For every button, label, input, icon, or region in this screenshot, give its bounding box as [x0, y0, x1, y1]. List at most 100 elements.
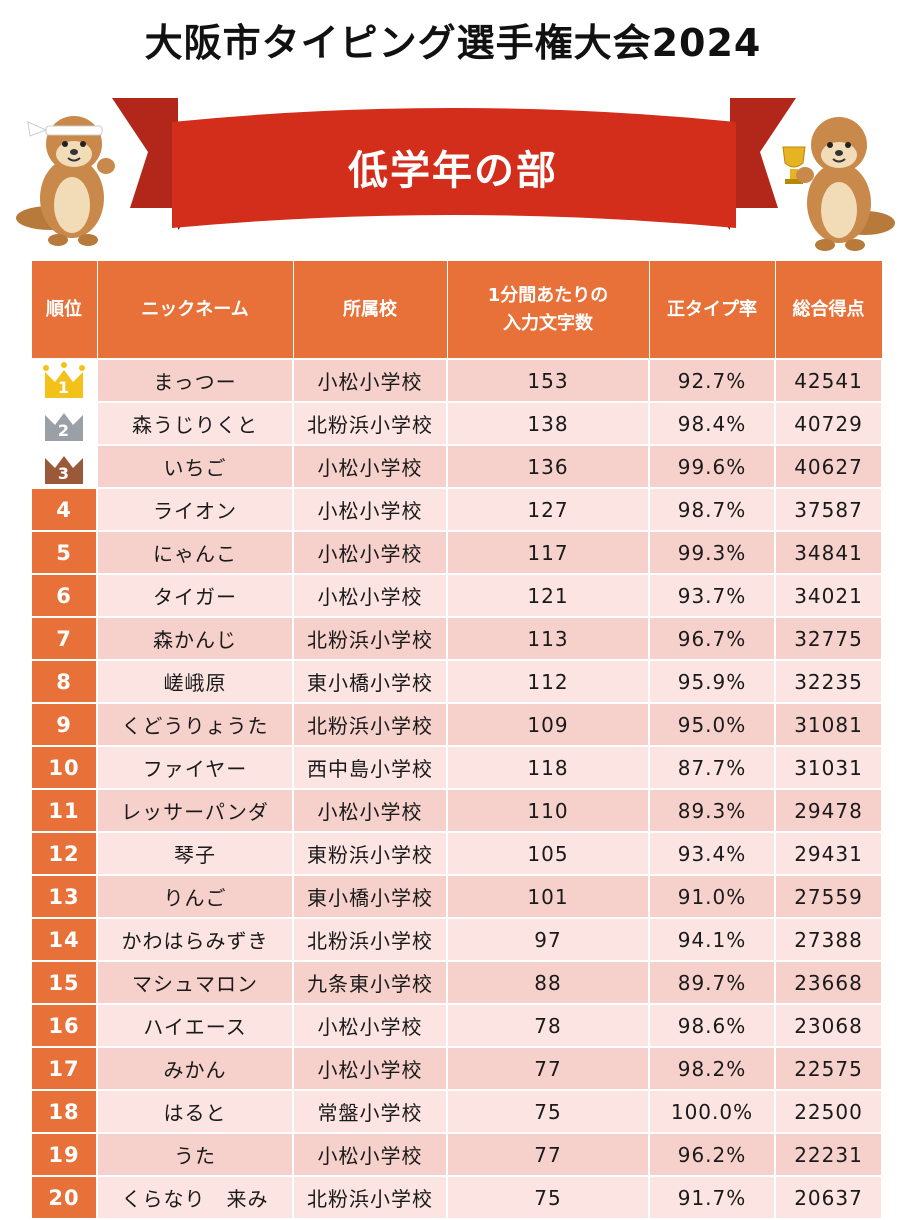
table-row: 1 まっつー 小松小学校 153 92.7% 42541 [30, 358, 883, 403]
school-cell: 小松小学校 [292, 487, 448, 532]
total-score-cell: 34841 [774, 530, 883, 575]
school-cell: 小松小学校 [292, 573, 448, 618]
division-title: 低学年の部 [348, 148, 558, 194]
school-cell: 小松小学校 [292, 1132, 448, 1177]
school-cell: 北粉浜小学校 [292, 702, 448, 747]
accuracy-cell: 99.6% [648, 444, 776, 489]
table-row: 20 くらなり 来み 北粉浜小学校 75 91.7% 20637 [30, 1175, 883, 1220]
accuracy-cell: 96.2% [648, 1132, 776, 1177]
table-row: 4 ライオン 小松小学校 127 98.7% 37587 [30, 487, 883, 532]
school-cell: 小松小学校 [292, 788, 448, 833]
total-score-cell: 34021 [774, 573, 883, 618]
table-row: 13 りんご 東小橋小学校 101 91.0% 27559 [30, 874, 883, 919]
accuracy-cell: 91.0% [648, 874, 776, 919]
school-cell: 北粉浜小学校 [292, 616, 448, 661]
accuracy-cell: 98.4% [648, 401, 776, 446]
school-cell: 小松小学校 [292, 1046, 448, 1091]
school-cell: 小松小学校 [292, 530, 448, 575]
rank-number: 3 [58, 464, 70, 483]
total-score-cell: 40729 [774, 401, 883, 446]
column-header-nickname: ニックネーム [96, 260, 294, 360]
chars-per-minute-cell: 118 [446, 745, 650, 790]
rank-cell: 5 [30, 530, 98, 575]
chars-per-minute-cell: 110 [446, 788, 650, 833]
chars-per-minute-cell: 105 [446, 831, 650, 876]
rank-cell: 18 [30, 1089, 98, 1134]
total-score-cell: 40627 [774, 444, 883, 489]
rank-cell: 8 [30, 659, 98, 704]
accuracy-cell: 98.7% [648, 487, 776, 532]
rank-number: 2 [58, 421, 70, 440]
accuracy-cell: 93.4% [648, 831, 776, 876]
rank-cell: 1 [30, 358, 98, 403]
accuracy-cell: 95.0% [648, 702, 776, 747]
chars-per-minute-cell: 77 [446, 1132, 650, 1177]
chars-per-minute-cell: 127 [446, 487, 650, 532]
chars-per-minute-cell: 117 [446, 530, 650, 575]
nickname-cell: 森かんじ [96, 616, 294, 661]
column-header-school: 所属校 [292, 260, 448, 360]
nickname-cell: りんご [96, 874, 294, 919]
ranking-table: 順位 ニックネーム 所属校 1分間あたりの 入力文字数 正タイプ率 総合得点 1… [30, 260, 883, 1220]
rank-cell: 9 [30, 702, 98, 747]
table-header-row: 順位 ニックネーム 所属校 1分間あたりの 入力文字数 正タイプ率 総合得点 [30, 260, 883, 360]
total-score-cell: 22575 [774, 1046, 883, 1091]
accuracy-cell: 98.6% [648, 1003, 776, 1048]
nickname-cell: ライオン [96, 487, 294, 532]
silver-crown-icon: 2 [45, 412, 83, 441]
table-row: 19 うた 小松小学校 77 96.2% 22231 [30, 1132, 883, 1177]
rank-cell: 17 [30, 1046, 98, 1091]
nickname-cell: うた [96, 1132, 294, 1177]
nickname-cell: ファイヤー [96, 745, 294, 790]
page-title: 大阪市タイピング選手権大会2024 [144, 21, 762, 65]
table-row: 12 琴子 東粉浜小学校 105 93.4% 29431 [30, 831, 883, 876]
rank-cell: 7 [30, 616, 98, 661]
table-row: 8 嵯峨原 東小橋小学校 112 95.9% 32235 [30, 659, 883, 704]
accuracy-cell: 95.9% [648, 659, 776, 704]
rank-number: 1 [58, 378, 70, 397]
chars-per-minute-cell: 77 [446, 1046, 650, 1091]
total-score-cell: 22500 [774, 1089, 883, 1134]
chars-per-minute-cell: 153 [446, 358, 650, 403]
rank-cell: 11 [30, 788, 98, 833]
table-row: 10 ファイヤー 西中島小学校 118 87.7% 31031 [30, 745, 883, 790]
otter-headband-icon [16, 116, 115, 246]
nickname-cell: かわはらみずき [96, 917, 294, 962]
total-score-cell: 22231 [774, 1132, 883, 1177]
chars-per-minute-cell: 97 [446, 917, 650, 962]
table-row: 16 ハイエース 小松小学校 78 98.6% 23068 [30, 1003, 883, 1048]
rank-cell: 10 [30, 745, 98, 790]
nickname-cell: いちご [96, 444, 294, 489]
total-score-cell: 29431 [774, 831, 883, 876]
total-score-cell: 20637 [774, 1175, 883, 1220]
nickname-cell: レッサーパンダ [96, 788, 294, 833]
accuracy-cell: 89.7% [648, 960, 776, 1005]
nickname-cell: まっつー [96, 358, 294, 403]
school-cell: 東粉浜小学校 [292, 831, 448, 876]
accuracy-cell: 99.3% [648, 530, 776, 575]
bronze-crown-icon: 3 [45, 455, 83, 484]
rank-cell: 2 [30, 401, 98, 446]
table-row: 5 にゃんこ 小松小学校 117 99.3% 34841 [30, 530, 883, 575]
school-cell: 東小橋小学校 [292, 874, 448, 919]
rank-cell: 20 [30, 1175, 98, 1220]
total-score-cell: 29478 [774, 788, 883, 833]
nickname-cell: 森うじりくと [96, 401, 294, 446]
rank-cell: 14 [30, 917, 98, 962]
chars-per-minute-cell: 112 [446, 659, 650, 704]
nickname-cell: 琴子 [96, 831, 294, 876]
nickname-cell: タイガー [96, 573, 294, 618]
nickname-cell: マシュマロン [96, 960, 294, 1005]
table-row: 2 森うじりくと 北粉浜小学校 138 98.4% 40729 [30, 401, 883, 446]
chars-per-minute-cell: 78 [446, 1003, 650, 1048]
column-header-total-score: 総合得点 [774, 260, 883, 360]
school-cell: 北粉浜小学校 [292, 1175, 448, 1220]
column-header-chars-per-minute: 1分間あたりの 入力文字数 [446, 260, 650, 360]
chars-per-minute-cell: 113 [446, 616, 650, 661]
school-cell: 西中島小学校 [292, 745, 448, 790]
nickname-cell: にゃんこ [96, 530, 294, 575]
table-row: 7 森かんじ 北粉浜小学校 113 96.7% 32775 [30, 616, 883, 661]
total-score-cell: 23068 [774, 1003, 883, 1048]
ribbon-banner [112, 98, 796, 230]
chars-per-minute-cell: 75 [446, 1089, 650, 1134]
